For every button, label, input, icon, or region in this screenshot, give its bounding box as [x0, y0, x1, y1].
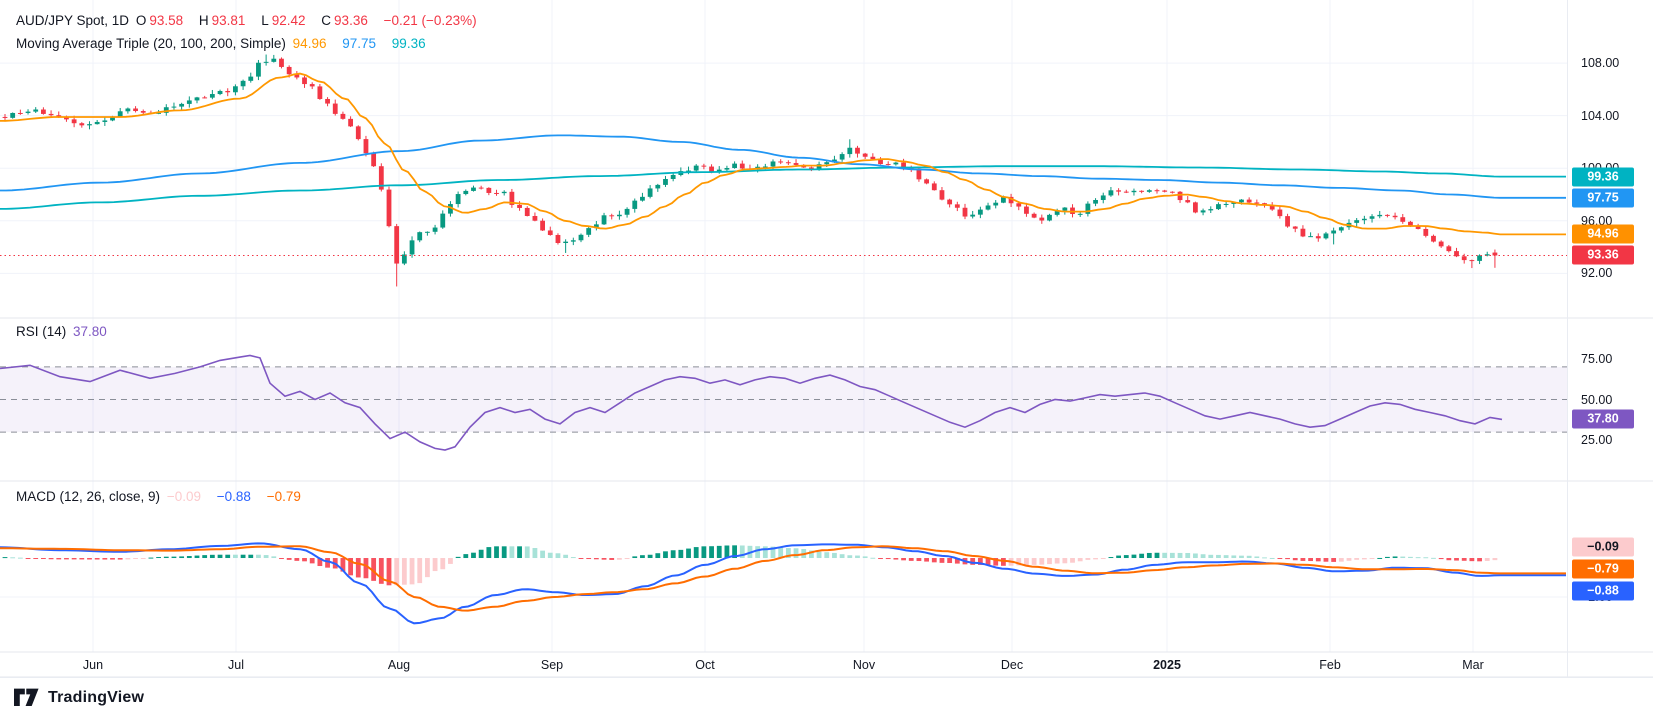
rsi-legend[interactable]: RSI (14) 37.80 — [16, 324, 110, 339]
attribution-bar: TradingView — [0, 677, 1653, 718]
tradingview-logo-icon[interactable] — [14, 687, 40, 709]
close-value: 93.36 — [334, 13, 368, 28]
macd-hist-value: −0.09 — [166, 489, 201, 504]
price-badge: −0.09 — [1572, 537, 1634, 557]
time-axis-label: Jul — [228, 657, 244, 672]
axis-tick: 25.00 — [1581, 433, 1613, 448]
price-badge: 99.36 — [1572, 167, 1634, 187]
rsi-title[interactable]: RSI (14) — [16, 324, 67, 339]
price-badge: −0.88 — [1572, 581, 1634, 601]
macd-signal-value: −0.79 — [266, 489, 301, 504]
macd-title[interactable]: MACD (12, 26, close, 9) — [16, 489, 161, 504]
time-axis-label: Dec — [1000, 657, 1024, 672]
price-badge: 93.36 — [1572, 245, 1634, 265]
axis-tick: 92.00 — [1581, 266, 1613, 281]
time-axis-label: Sep — [540, 657, 564, 672]
price-badge: 97.75 — [1572, 188, 1634, 208]
ma-title[interactable]: Moving Average Triple (20, 100, 200, Sim… — [16, 36, 286, 51]
close-label: C — [321, 13, 332, 28]
time-axis-label: Nov — [852, 657, 876, 672]
time-axis-label: Jun — [82, 657, 104, 672]
axis-tick: 50.00 — [1581, 392, 1613, 407]
price-badge: 37.80 — [1572, 409, 1634, 429]
time-axis-label: 2025 — [1153, 657, 1181, 672]
open-label: O — [135, 13, 147, 28]
price-badge: 94.96 — [1572, 224, 1634, 244]
rsi-value: 37.80 — [73, 324, 107, 339]
low-value: 92.42 — [271, 13, 306, 28]
time-axis-label: Oct — [695, 657, 715, 672]
low-label: L — [261, 13, 269, 28]
ma100-value: 97.75 — [342, 36, 377, 51]
high-label: H — [198, 13, 209, 28]
time-axis[interactable]: Jun Jul Aug Sep Oct Nov Dec 2025 Feb Mar — [0, 652, 1567, 677]
price-chart[interactable] — [0, 0, 1653, 677]
price-axis[interactable]: 108.00104.00100.0096.0092.0075.0050.0025… — [1567, 0, 1653, 677]
axis-tick: 75.00 — [1581, 351, 1613, 366]
ma200-value: 99.36 — [391, 36, 426, 51]
price-badge: −0.79 — [1572, 559, 1634, 579]
time-axis-label: Mar — [1462, 657, 1484, 672]
axis-tick: 104.00 — [1581, 108, 1620, 123]
brand-name[interactable]: TradingView — [48, 689, 145, 706]
symbol-title[interactable]: AUD/JPY Spot, 1D — [16, 13, 130, 28]
time-axis-label: Feb — [1319, 657, 1341, 672]
ma20-value: 94.96 — [292, 36, 327, 51]
change-value: −0.21 (−0.23%) — [383, 13, 477, 28]
macd-line-value: −0.88 — [216, 489, 251, 504]
axis-tick: 96.00 — [1581, 213, 1613, 228]
time-axis-label: Aug — [387, 657, 411, 672]
macd-legend[interactable]: MACD (12, 26, close, 9) −0.09 −0.88 −0.7… — [16, 489, 304, 504]
high-value: 93.81 — [211, 13, 246, 28]
ma-legend[interactable]: Moving Average Triple (20, 100, 200, Sim… — [16, 36, 429, 51]
open-value: 93.58 — [149, 13, 184, 28]
axis-tick: 108.00 — [1581, 56, 1620, 71]
